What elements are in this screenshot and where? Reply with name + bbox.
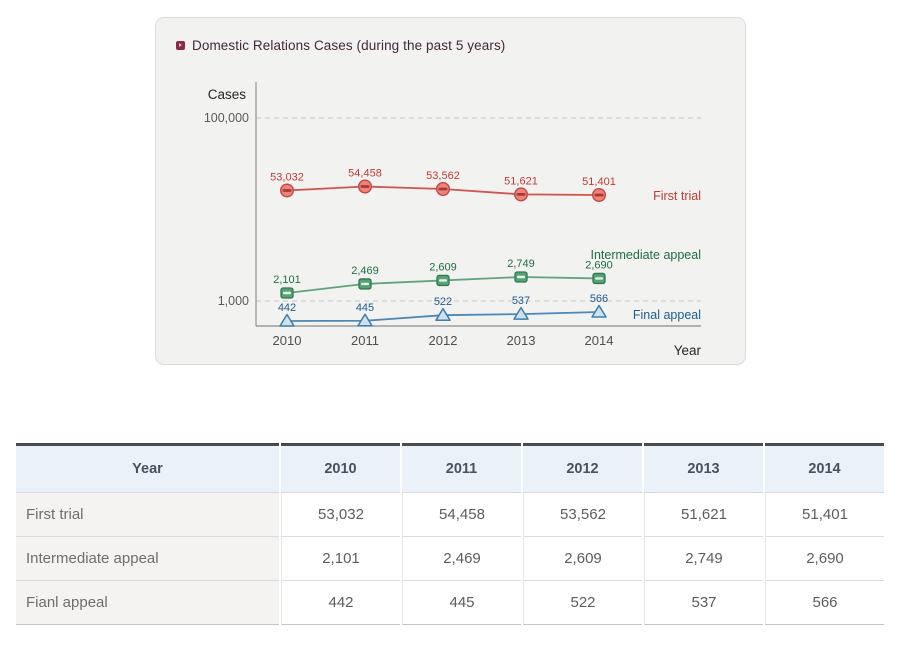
marker-stripe: [516, 192, 526, 196]
header-cell-2014: 2014: [765, 443, 884, 493]
data-label: 2,609: [429, 261, 457, 273]
x-tick-2012: 2012: [429, 333, 458, 348]
value-cell: 566: [765, 581, 884, 625]
y-tick-100000: 100,000: [204, 111, 249, 125]
table-header-row: Year 2010 2011 2012 2013 2014: [16, 443, 884, 493]
value-cell: 537: [644, 581, 763, 625]
value-cell: 53,562: [523, 493, 642, 537]
marker-triangle-icon: [513, 306, 529, 320]
row-label-first-trial: First trial: [16, 493, 279, 537]
x-axis-title: Year: [674, 343, 702, 358]
data-label: 442: [278, 302, 296, 314]
data-label: 2,690: [585, 259, 613, 271]
marker-stripe: [517, 275, 525, 279]
series-intermediate-appeal: 2,101 2,469 2,609 2,749 2,690: [273, 258, 613, 299]
data-label: 53,562: [426, 170, 460, 182]
data-label: 2,101: [273, 274, 301, 286]
value-cell: 54,458: [402, 493, 521, 537]
marker-triangle-icon: [357, 313, 373, 327]
data-label: 537: [512, 295, 530, 307]
marker-triangle-icon: [279, 313, 295, 327]
table-row: Fianl appeal 442 445 522 537 566: [16, 581, 884, 625]
series-first-trial: 53,032 54,458 53,562 51,621 51,401: [270, 168, 616, 202]
legend-first-trial: First trial: [653, 189, 701, 203]
header-cell-2013: 2013: [644, 443, 763, 493]
marker-stripe: [438, 187, 448, 191]
marker-stripe: [594, 193, 604, 197]
value-cell: 2,469: [402, 537, 521, 581]
chart-title-row: Domestic Relations Cases (during the pas…: [176, 38, 505, 53]
data-label: 566: [590, 293, 608, 305]
row-label-final-appeal: Fianl appeal: [16, 581, 279, 625]
value-cell: 522: [523, 581, 642, 625]
legend-final-appeal: Final appeal: [633, 308, 701, 322]
value-cell: 53,032: [281, 493, 400, 537]
data-label: 522: [434, 296, 452, 308]
value-cell: 442: [281, 581, 400, 625]
value-cell: 2,749: [644, 537, 763, 581]
data-label: 2,469: [351, 265, 379, 277]
header-cell-year: Year: [16, 443, 279, 493]
header-cell-2010: 2010: [281, 443, 400, 493]
x-tick-2014: 2014: [585, 333, 614, 348]
marker-stripe: [360, 185, 370, 188]
value-cell: 51,401: [765, 493, 884, 537]
series-final-appeal: 442 445 522 537 566: [278, 293, 608, 327]
data-label: 51,621: [504, 175, 538, 187]
header-cell-2012: 2012: [523, 443, 642, 493]
marker-triangle-icon: [591, 304, 607, 318]
data-table: Year 2010 2011 2012 2013 2014 First tria…: [14, 443, 886, 625]
data-label: 2,749: [507, 258, 535, 270]
x-tick-2010: 2010: [273, 333, 302, 348]
value-cell: 2,690: [765, 537, 884, 581]
data-label: 54,458: [348, 168, 382, 180]
marker-stripe: [595, 277, 603, 280]
y-tick-1000: 1,000: [218, 294, 249, 308]
value-cell: 445: [402, 581, 521, 625]
marker-stripe: [439, 279, 447, 282]
legend-intermediate-appeal: Intermediate appeal: [591, 248, 702, 262]
y-axis-title: Cases: [208, 87, 247, 102]
x-tick-2011: 2011: [351, 333, 379, 348]
marker-stripe: [361, 282, 369, 286]
marker-stripe: [283, 291, 291, 295]
data-label: 53,032: [270, 171, 304, 183]
marker-triangle-icon: [435, 307, 451, 321]
title-bullet-icon: [176, 41, 185, 50]
value-cell: 2,101: [281, 537, 400, 581]
chart-title: Domestic Relations Cases (during the pas…: [192, 38, 506, 53]
row-label-intermediate-appeal: Intermediate appeal: [16, 537, 279, 581]
header-cell-2011: 2011: [402, 443, 521, 493]
table-row: Intermediate appeal 2,101 2,469 2,609 2,…: [16, 537, 884, 581]
chart-panel: Domestic Relations Cases (during the pas…: [155, 17, 746, 365]
data-label: 445: [356, 302, 374, 314]
series-layer: 53,032 54,458 53,562 51,621 51,401 2,101 2,469…: [270, 168, 616, 327]
table-row: First trial 53,032 54,458 53,562 51,621 …: [16, 493, 884, 537]
value-cell: 51,621: [644, 493, 763, 537]
value-cell: 2,609: [523, 537, 642, 581]
data-label: 51,401: [582, 176, 616, 188]
marker-stripe: [282, 189, 292, 192]
x-tick-2013: 2013: [507, 333, 536, 348]
line-chart: Cases 100,000 1,000 2010 2011 2012 2013 …: [204, 82, 702, 358]
